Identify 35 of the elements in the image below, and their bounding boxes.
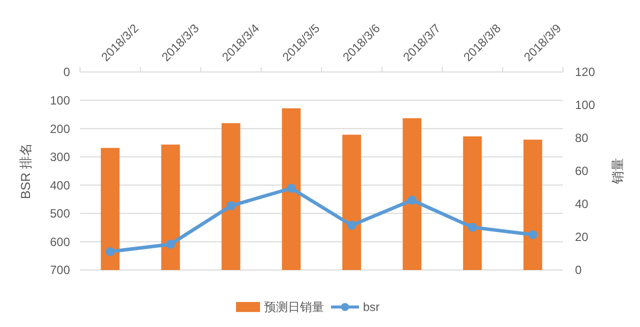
y2-tick-label: 80	[575, 131, 589, 146]
point	[528, 230, 538, 240]
y-tick-label: 0	[63, 65, 70, 80]
point	[286, 184, 296, 193]
y-tick-label: 100	[50, 93, 70, 108]
y-tick-label: 400	[50, 178, 70, 192]
bar	[161, 144, 180, 270]
y2-tick-label: 20	[575, 230, 589, 244]
legend-label: 预测日销量	[264, 300, 324, 314]
y2-tick-label: 120	[575, 65, 596, 80]
bar	[342, 134, 362, 270]
bar	[523, 140, 542, 270]
y2-tick-label: 60	[575, 164, 589, 178]
bar	[463, 136, 482, 270]
y-tick-label: 700	[50, 263, 70, 278]
y-tick-label: 200	[50, 122, 70, 136]
point	[226, 201, 236, 210]
legend-label: bsr	[363, 300, 380, 314]
y-axis-title: BSR 排名	[18, 142, 33, 200]
y2-axis-title: 销量	[610, 158, 625, 185]
y2-tick-label: 100	[575, 98, 596, 112]
y-tick-label: 300	[50, 150, 70, 164]
y-tick-label: 500	[50, 206, 70, 221]
bar	[402, 118, 422, 270]
y2-tick-label: 40	[575, 197, 589, 212]
bar	[282, 108, 301, 270]
point	[347, 220, 356, 230]
y-tick-label: 600	[50, 234, 70, 249]
point	[408, 196, 417, 205]
point	[468, 222, 477, 232]
bar	[222, 123, 240, 270]
bar	[100, 148, 120, 270]
point	[166, 240, 176, 249]
point	[106, 247, 115, 256]
y2-tick-label: 0	[575, 263, 582, 278]
